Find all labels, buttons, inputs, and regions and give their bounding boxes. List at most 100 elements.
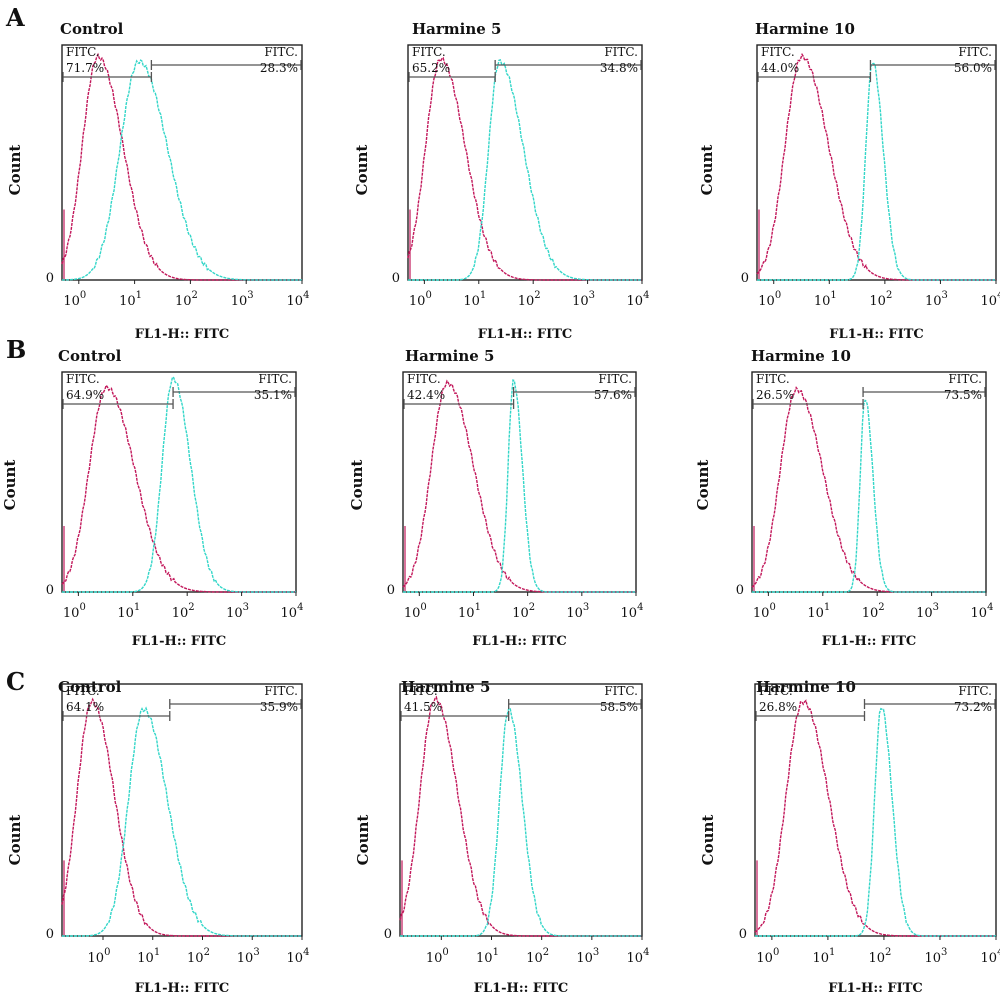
y-axis-zero-label: 0 [387, 583, 395, 598]
gate-left-percent: 26.8% [759, 700, 797, 714]
gate-right-percent: 56.0% [954, 61, 992, 75]
y-axis-label: Count [6, 815, 24, 866]
row-label: C [6, 667, 25, 696]
x-axis-label: FL1-H:: FITC [829, 327, 924, 342]
x-tick-label: 103 [916, 602, 939, 621]
gate-left-name: FITC. [66, 684, 100, 698]
gate-marker-left [408, 72, 496, 82]
x-tick-label: 103 [566, 602, 589, 621]
y-axis-zero-label: 0 [392, 271, 400, 286]
x-tick-label: 101 [458, 602, 481, 621]
y-axis-zero-label: 0 [46, 583, 54, 598]
x-tick-label: 104 [971, 602, 994, 621]
gate-right-percent: 34.8% [600, 61, 638, 75]
gate-left-percent: 26.5% [756, 388, 794, 402]
x-tick-label: 102 [526, 947, 549, 966]
y-axis-label: Count [354, 815, 372, 866]
x-tick-label: 103 [925, 947, 948, 966]
unstained-histogram-line [756, 52, 996, 281]
x-tick-label: 100 [409, 290, 432, 309]
x-tick-label: 102 [868, 947, 891, 966]
panel-title: Control [58, 678, 122, 696]
gate-right-percent: 73.2% [954, 700, 992, 714]
gate-right-name: FITC. [258, 372, 292, 386]
gate-marker-left [62, 711, 171, 721]
gate-marker-left [400, 711, 510, 721]
gate-left-name: FITC. [66, 372, 100, 386]
x-tick-label: 101 [137, 947, 160, 966]
gate-left-name: FITC. [66, 45, 100, 59]
x-axis-label: FL1-H:: FITC [472, 634, 567, 649]
x-tick-label: 102 [175, 290, 198, 309]
x-tick-label: 100 [63, 290, 86, 309]
gate-right-percent: 28.3% [260, 61, 298, 75]
gate-marker-left [752, 399, 864, 409]
gate-left-name: FITC. [407, 372, 441, 386]
y-axis-label: Count [698, 145, 716, 196]
unstained-histogram-line [402, 379, 636, 593]
gate-left-percent: 41.5% [404, 700, 442, 714]
x-tick-label: 104 [627, 947, 650, 966]
x-tick-label: 101 [119, 290, 142, 309]
gate-marker-right [172, 387, 296, 397]
gate-right-name: FITC. [264, 684, 298, 698]
x-tick-label: 102 [172, 602, 195, 621]
x-tick-label: 104 [981, 290, 1000, 309]
x-tick-label: 103 [231, 290, 254, 309]
x-axis-label: FL1-H:: FITC [132, 634, 227, 649]
gate-left-name: FITC. [412, 45, 446, 59]
plot-frame [61, 44, 303, 281]
x-axis-label: FL1-H:: FITC [474, 981, 569, 996]
histogram-panel: Harmine 10 FITC. 26.5% FITC. 73.5% Count 0 100 1… [694, 347, 993, 649]
x-tick-label: 101 [814, 290, 837, 309]
plot-frame [751, 371, 987, 593]
panel-title: Control [60, 20, 124, 38]
gate-right-name: FITC. [958, 684, 992, 698]
y-axis-label: Count [694, 460, 712, 511]
unstained-histogram-line [407, 56, 642, 281]
plot-frame [754, 683, 997, 937]
gate-left-name: FITC. [404, 684, 438, 698]
gate-right-percent: 57.6% [594, 388, 632, 402]
x-tick-label: 101 [807, 602, 830, 621]
panel-title: Harmine 5 [401, 678, 490, 696]
x-tick-label: 100 [88, 947, 111, 966]
x-tick-label: 102 [512, 602, 535, 621]
gate-marker-right [494, 60, 642, 70]
fitc-histogram-line [757, 62, 996, 281]
gate-marker-right [508, 699, 642, 709]
plot-frame [61, 683, 303, 937]
unstained-histogram-line [399, 695, 642, 937]
fitc-histogram-line [62, 376, 296, 593]
fitc-histogram-line [408, 59, 642, 281]
fitc-histogram-line [752, 399, 986, 593]
x-axis-label: FL1-H:: FITC [822, 634, 917, 649]
y-axis-zero-label: 0 [741, 271, 749, 286]
x-axis-label: FL1-H:: FITC [135, 327, 230, 342]
panel-title: Harmine 10 [751, 347, 851, 365]
gate-left-percent: 64.9% [66, 388, 104, 402]
x-tick-label: 102 [869, 290, 892, 309]
x-tick-label: 103 [576, 947, 599, 966]
gate-right-percent: 58.5% [600, 700, 638, 714]
x-tick-label: 104 [981, 947, 1000, 966]
unstained-histogram-line [754, 699, 996, 937]
x-tick-label: 104 [287, 290, 310, 309]
x-tick-label: 102 [187, 947, 210, 966]
fitc-histogram-line [400, 707, 642, 937]
histogram-panel: Control FITC. 71.7% FITC. 28.3% Count 0 100 101 1… [6, 20, 309, 342]
x-axis-label: FL1-H:: FITC [135, 981, 230, 996]
plot-frame [61, 371, 297, 593]
x-tick-label: 102 [518, 290, 541, 309]
x-tick-label: 100 [404, 602, 427, 621]
fitc-histogram-line [62, 706, 302, 937]
histogram-panel: Control FITC. 64.9% FITC. 35.1% Count 0 100 101 1… [1, 347, 303, 649]
x-axis-label: FL1-H:: FITC [478, 327, 573, 342]
gate-right-name: FITC. [598, 372, 632, 386]
gate-right-name: FITC. [264, 45, 298, 59]
x-tick-label: 101 [476, 947, 499, 966]
x-tick-label: 102 [862, 602, 885, 621]
fitc-histogram-line [62, 59, 302, 281]
x-tick-label: 100 [756, 947, 779, 966]
